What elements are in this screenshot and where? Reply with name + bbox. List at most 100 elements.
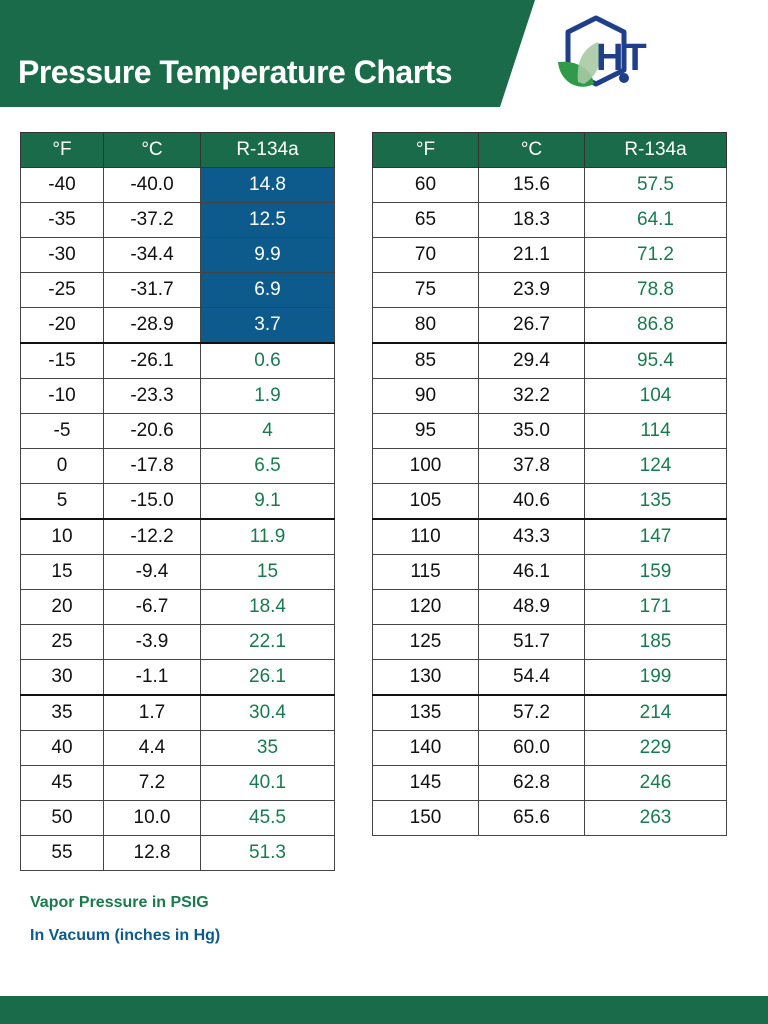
table-row: 75 23.9 78.8: [372, 272, 727, 308]
fahrenheit-cell: -5: [20, 413, 104, 449]
pressure-cell: 124: [584, 448, 727, 484]
table-row: 40 4.4 35: [20, 730, 335, 766]
table-row: 90 32.2 104: [372, 378, 727, 414]
table-row: 80 26.7 86.8: [372, 307, 727, 344]
pressure-cell: 15: [200, 554, 335, 590]
celsius-cell: -9.4: [103, 554, 201, 590]
pressure-cell: 3.7: [200, 307, 335, 344]
fahrenheit-cell: 130: [372, 659, 479, 696]
fahrenheit-cell: 90: [372, 378, 479, 414]
fahrenheit-cell: -20: [20, 307, 104, 344]
fahrenheit-cell: 120: [372, 589, 479, 625]
table-row: 95 35.0 114: [372, 413, 727, 449]
header-banner: [0, 0, 535, 107]
celsius-cell: -17.8: [103, 448, 201, 484]
pressure-cell: 57.5: [584, 167, 727, 203]
pressure-cell: 78.8: [584, 272, 727, 308]
fahrenheit-cell: 70: [372, 237, 479, 273]
table-row: -30 -34.4 9.9: [20, 237, 335, 273]
celsius-cell: 54.4: [478, 659, 585, 696]
pressure-cell: 185: [584, 624, 727, 660]
celsius-cell: 26.7: [478, 307, 585, 344]
celsius-cell: 21.1: [478, 237, 585, 273]
celsius-cell: 46.1: [478, 554, 585, 590]
table-row: 70 21.1 71.2: [372, 237, 727, 273]
logo-text: HT: [596, 37, 647, 79]
celsius-cell: 23.9: [478, 272, 585, 308]
header-celsius: °C: [103, 132, 201, 168]
pressure-cell: 18.4: [200, 589, 335, 625]
fahrenheit-cell: 115: [372, 554, 479, 590]
celsius-cell: -37.2: [103, 202, 201, 238]
celsius-cell: 51.7: [478, 624, 585, 660]
fahrenheit-cell: -35: [20, 202, 104, 238]
table-row: 65 18.3 64.1: [372, 202, 727, 238]
table-row: 140 60.0 229: [372, 730, 727, 766]
pressure-cell: 71.2: [584, 237, 727, 273]
fahrenheit-cell: 20: [20, 589, 104, 625]
celsius-cell: 7.2: [103, 765, 201, 801]
fahrenheit-cell: 15: [20, 554, 104, 590]
header-fahrenheit: °F: [372, 132, 479, 168]
celsius-cell: 57.2: [478, 694, 585, 731]
page-title: Pressure Temperature Charts: [18, 54, 453, 90]
table-row: 20 -6.7 18.4: [20, 589, 335, 625]
table-row: 85 29.4 95.4: [372, 342, 727, 379]
fahrenheit-cell: 35: [20, 694, 104, 731]
fahrenheit-cell: 0: [20, 448, 104, 484]
fahrenheit-cell: 25: [20, 624, 104, 660]
celsius-cell: -12.2: [103, 518, 201, 555]
pressure-cell: 6.5: [200, 448, 335, 484]
pressure-cell: 159: [584, 554, 727, 590]
table-row: 45 7.2 40.1: [20, 765, 335, 801]
pressure-cell: 9.9: [200, 237, 335, 273]
celsius-cell: 12.8: [103, 835, 201, 871]
pressure-cell: 30.4: [200, 694, 335, 731]
table-row: 10 -12.2 11.9: [20, 518, 335, 555]
table-row: -15 -26.1 0.6: [20, 342, 335, 379]
pressure-cell: 26.1: [200, 659, 335, 696]
table-row: 0 -17.8 6.5: [20, 448, 335, 484]
celsius-cell: -3.9: [103, 624, 201, 660]
pressure-cell: 51.3: [200, 835, 335, 871]
celsius-cell: 43.3: [478, 518, 585, 555]
celsius-cell: -40.0: [103, 167, 201, 203]
pressure-cell: 104: [584, 378, 727, 414]
fahrenheit-cell: 135: [372, 694, 479, 731]
fahrenheit-cell: 50: [20, 800, 104, 836]
celsius-cell: 15.6: [478, 167, 585, 203]
pressure-cell: 229: [584, 730, 727, 766]
table-row: 30 -1.1 26.1: [20, 659, 335, 696]
pressure-cell: 64.1: [584, 202, 727, 238]
table-row: -25 -31.7 6.9: [20, 272, 335, 308]
table-row: 60 15.6 57.5: [372, 167, 727, 203]
fahrenheit-cell: 150: [372, 800, 479, 836]
celsius-cell: 40.6: [478, 483, 585, 520]
pressure-cell: 114: [584, 413, 727, 449]
fahrenheit-cell: 140: [372, 730, 479, 766]
celsius-cell: 1.7: [103, 694, 201, 731]
pressure-cell: 246: [584, 765, 727, 801]
fahrenheit-cell: 100: [372, 448, 479, 484]
table-row: 150 65.6 263: [372, 800, 727, 836]
pressure-cell: 214: [584, 694, 727, 731]
celsius-cell: -31.7: [103, 272, 201, 308]
pressure-cell: 12.5: [200, 202, 335, 238]
fahrenheit-cell: 55: [20, 835, 104, 871]
fahrenheit-cell: -30: [20, 237, 104, 273]
table-row: 35 1.7 30.4: [20, 694, 335, 731]
pressure-cell: 14.8: [200, 167, 335, 203]
pressure-cell: 45.5: [200, 800, 335, 836]
celsius-cell: -34.4: [103, 237, 201, 273]
fahrenheit-cell: 80: [372, 307, 479, 344]
table-row: 55 12.8 51.3: [20, 835, 335, 871]
pressure-cell: 35: [200, 730, 335, 766]
pressure-cell: 1.9: [200, 378, 335, 414]
fahrenheit-cell: 75: [372, 272, 479, 308]
celsius-cell: 35.0: [478, 413, 585, 449]
table-row: 25 -3.9 22.1: [20, 624, 335, 660]
table-row: -35 -37.2 12.5: [20, 202, 335, 238]
pressure-cell: 95.4: [584, 342, 727, 379]
header-r134a: R-134a: [584, 132, 727, 168]
celsius-cell: 32.2: [478, 378, 585, 414]
